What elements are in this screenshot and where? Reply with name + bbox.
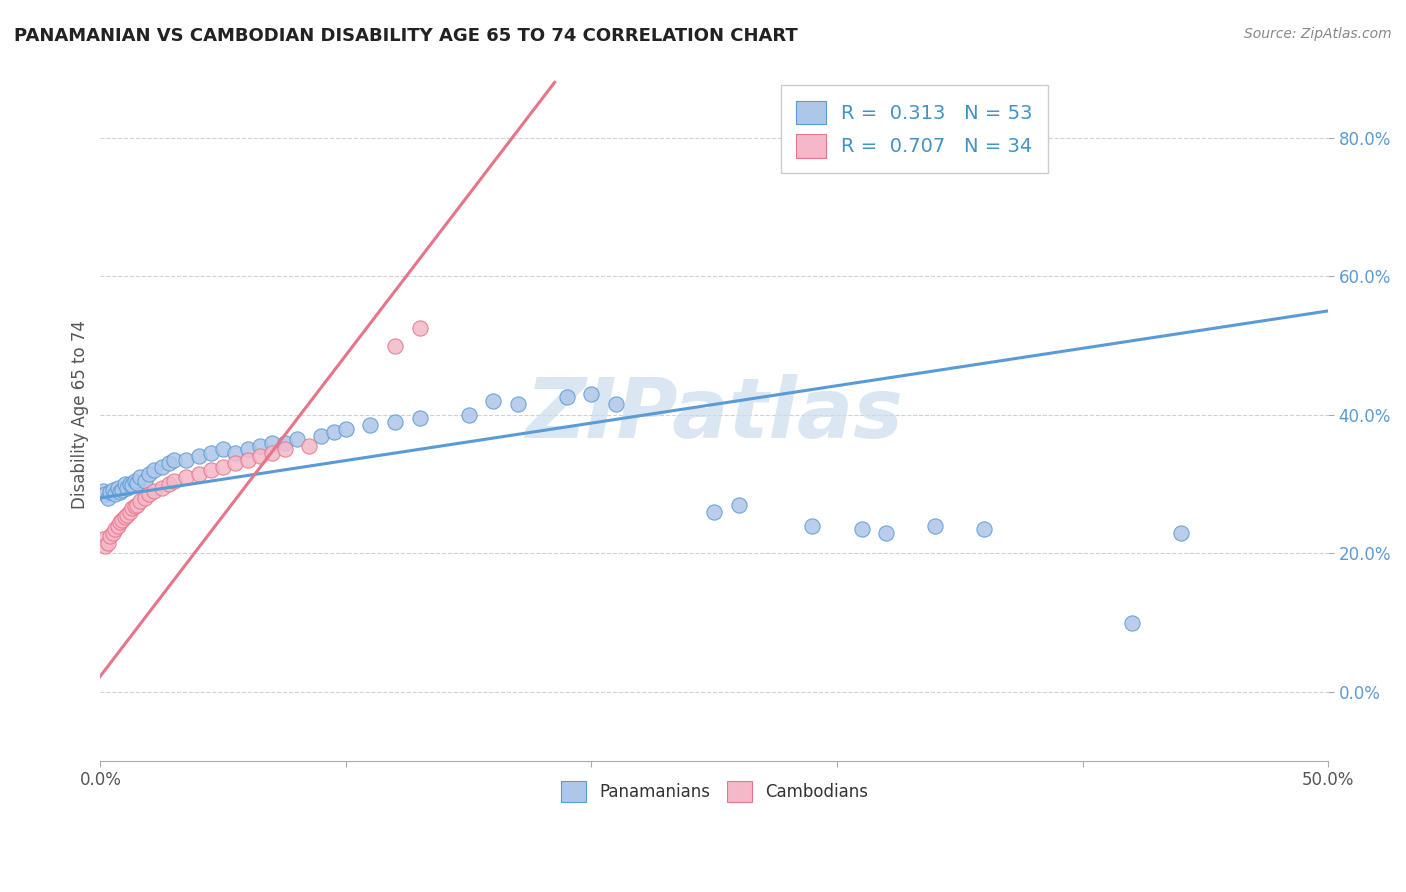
Point xyxy=(482,393,505,408)
Point xyxy=(114,510,136,524)
Point xyxy=(262,446,284,460)
Point xyxy=(581,387,603,401)
Point xyxy=(127,498,149,512)
Point xyxy=(311,428,333,442)
Point xyxy=(384,415,406,429)
Point xyxy=(104,522,127,536)
Y-axis label: Disability Age 65 to 74: Disability Age 65 to 74 xyxy=(72,320,89,509)
Point xyxy=(108,485,131,500)
Point xyxy=(555,391,578,405)
Point xyxy=(98,529,121,543)
Point xyxy=(163,452,186,467)
Point xyxy=(101,483,124,497)
Point xyxy=(187,450,209,464)
Point xyxy=(408,411,430,425)
Text: Source: ZipAtlas.com: Source: ZipAtlas.com xyxy=(1244,27,1392,41)
Point xyxy=(187,467,209,481)
Point xyxy=(157,456,180,470)
Point xyxy=(322,425,344,439)
Point xyxy=(703,505,725,519)
Point xyxy=(1170,525,1192,540)
Point xyxy=(236,442,259,457)
Point xyxy=(97,536,120,550)
Point xyxy=(101,525,124,540)
Point xyxy=(200,463,222,477)
Point xyxy=(605,397,627,411)
Point xyxy=(298,439,321,453)
Point xyxy=(1121,615,1143,630)
Point xyxy=(94,487,117,501)
Point xyxy=(134,491,156,505)
Point xyxy=(94,540,117,554)
Point xyxy=(727,498,749,512)
Point xyxy=(138,487,160,501)
Point xyxy=(124,500,146,514)
Point xyxy=(91,533,114,547)
Point xyxy=(384,338,406,352)
Point xyxy=(506,397,529,411)
Point xyxy=(118,477,141,491)
Point xyxy=(249,450,271,464)
Point xyxy=(107,481,129,495)
Point xyxy=(200,446,222,460)
Point xyxy=(174,452,197,467)
Point xyxy=(104,487,127,501)
Point xyxy=(212,442,235,457)
Point xyxy=(224,456,246,470)
Point xyxy=(212,459,235,474)
Point xyxy=(121,478,143,492)
Point xyxy=(335,422,357,436)
Point xyxy=(924,518,946,533)
Text: ZIPatlas: ZIPatlas xyxy=(526,375,903,455)
Point xyxy=(143,483,166,498)
Point xyxy=(114,477,136,491)
Point xyxy=(249,439,271,453)
Point xyxy=(111,513,134,527)
Point xyxy=(138,467,160,481)
Point xyxy=(236,452,259,467)
Point xyxy=(174,470,197,484)
Point xyxy=(118,505,141,519)
Point xyxy=(157,477,180,491)
Point xyxy=(134,474,156,488)
Point xyxy=(273,435,295,450)
Point xyxy=(457,408,479,422)
Point xyxy=(107,518,129,533)
Point xyxy=(121,501,143,516)
Point xyxy=(163,474,186,488)
Point xyxy=(273,442,295,457)
Point xyxy=(875,525,897,540)
Point xyxy=(973,522,995,536)
Point xyxy=(262,435,284,450)
Point xyxy=(128,470,150,484)
Point xyxy=(127,475,149,490)
Point xyxy=(150,481,173,495)
Point xyxy=(285,432,308,446)
Point xyxy=(128,494,150,508)
Point xyxy=(117,508,139,523)
Point xyxy=(408,321,430,335)
Point xyxy=(97,491,120,505)
Point xyxy=(108,515,131,529)
Point xyxy=(124,474,146,488)
Point xyxy=(143,463,166,477)
Point xyxy=(359,418,381,433)
Text: PANAMANIAN VS CAMBODIAN DISABILITY AGE 65 TO 74 CORRELATION CHART: PANAMANIAN VS CAMBODIAN DISABILITY AGE 6… xyxy=(14,27,797,45)
Point xyxy=(117,481,139,495)
Point xyxy=(91,483,114,498)
Legend: Panamanians, Cambodians: Panamanians, Cambodians xyxy=(547,768,882,815)
Point xyxy=(801,518,824,533)
Point xyxy=(150,459,173,474)
Point xyxy=(98,485,121,500)
Point xyxy=(111,483,134,497)
Point xyxy=(851,522,873,536)
Point xyxy=(224,446,246,460)
